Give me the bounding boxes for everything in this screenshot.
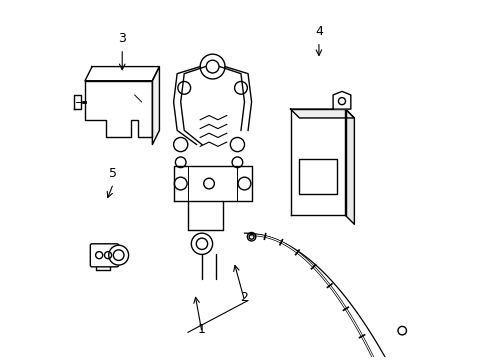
Circle shape bbox=[108, 245, 128, 265]
Text: 3: 3 bbox=[118, 32, 126, 45]
Polygon shape bbox=[74, 95, 81, 109]
Text: 4: 4 bbox=[314, 25, 322, 38]
Circle shape bbox=[397, 327, 406, 335]
FancyBboxPatch shape bbox=[90, 244, 119, 267]
Polygon shape bbox=[85, 67, 159, 81]
Text: 5: 5 bbox=[109, 167, 117, 180]
Polygon shape bbox=[332, 91, 350, 109]
Text: 2: 2 bbox=[240, 291, 248, 304]
Polygon shape bbox=[290, 109, 345, 215]
Polygon shape bbox=[152, 67, 159, 145]
Polygon shape bbox=[173, 166, 251, 201]
Polygon shape bbox=[345, 109, 354, 224]
Bar bbox=[299, 159, 336, 194]
Text: 1: 1 bbox=[198, 323, 205, 336]
Polygon shape bbox=[85, 81, 152, 138]
Polygon shape bbox=[290, 109, 354, 118]
